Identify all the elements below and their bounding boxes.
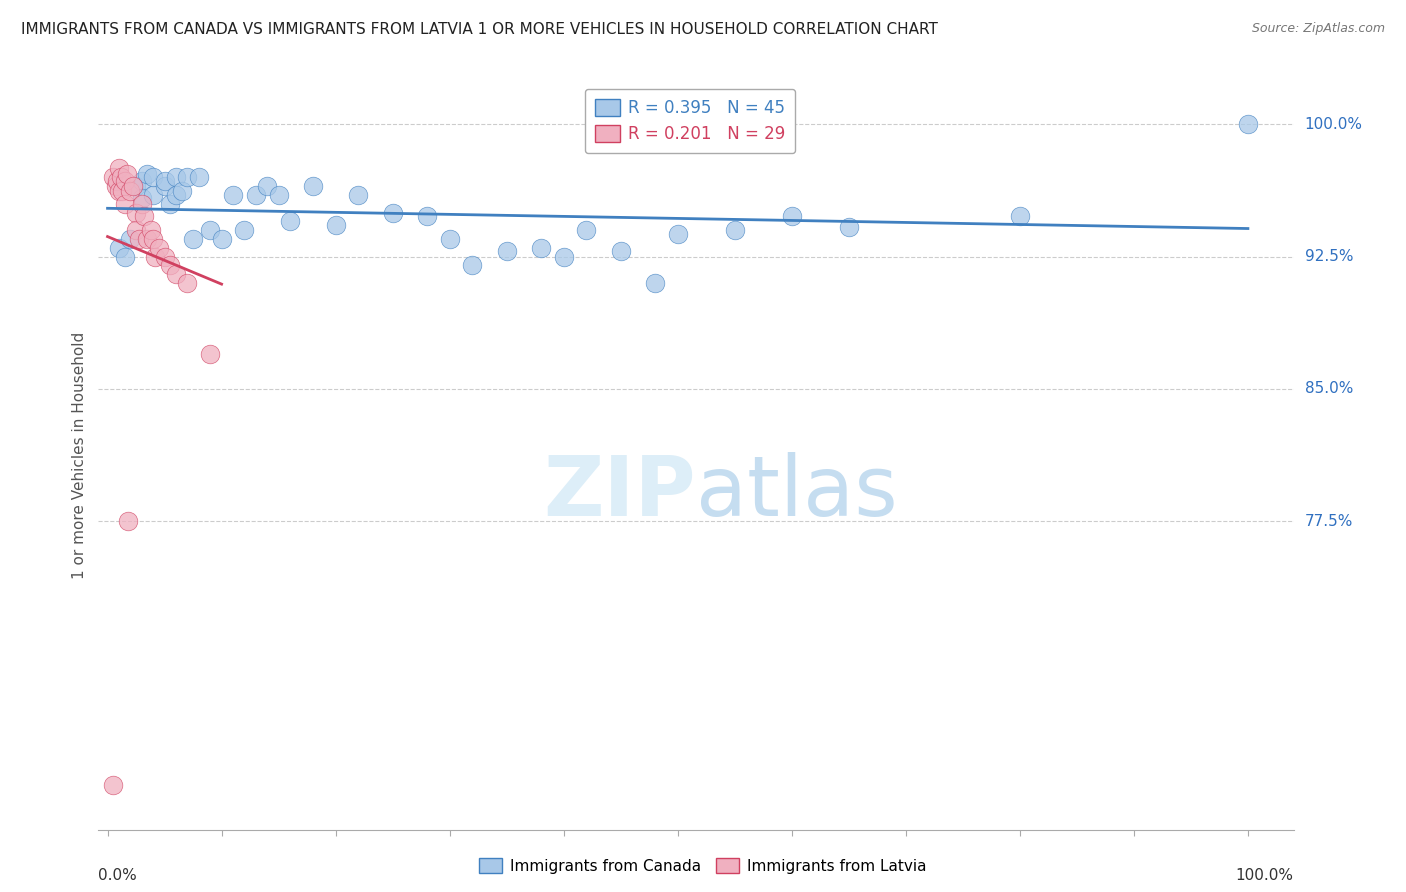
Point: [105, 174, 128, 188]
Point: [111, 185, 134, 199]
Point: [1237, 117, 1260, 131]
Point: [159, 196, 181, 211]
Point: [131, 191, 153, 205]
Point: [108, 161, 131, 176]
Point: [136, 167, 159, 181]
Point: [145, 250, 167, 264]
Point: [125, 179, 148, 194]
Point: [103, 779, 125, 793]
Point: [114, 250, 136, 264]
Point: [301, 179, 323, 194]
Text: IMMIGRANTS FROM CANADA VS IMMIGRANTS FROM LATVIA 1 OR MORE VEHICLES IN HOUSEHOLD: IMMIGRANTS FROM CANADA VS IMMIGRANTS FRO…: [21, 22, 938, 37]
Text: 77.5%: 77.5%: [1305, 514, 1353, 529]
Point: [256, 179, 278, 194]
Point: [108, 241, 131, 255]
Point: [170, 185, 193, 199]
Point: [104, 179, 127, 194]
Point: [267, 187, 290, 202]
Point: [181, 232, 204, 246]
Point: [278, 214, 301, 228]
Point: [838, 219, 860, 234]
Point: [780, 209, 803, 223]
Point: [153, 179, 176, 194]
Point: [153, 250, 176, 264]
Point: [142, 232, 165, 246]
Point: [439, 232, 461, 246]
Text: 100.0%: 100.0%: [1236, 869, 1294, 883]
Point: [245, 187, 267, 202]
Text: 85.0%: 85.0%: [1305, 381, 1353, 396]
Point: [381, 205, 404, 219]
Point: [103, 170, 125, 185]
Text: 92.5%: 92.5%: [1305, 249, 1353, 264]
Point: [142, 187, 165, 202]
Point: [121, 179, 143, 194]
Point: [347, 187, 370, 202]
Point: [165, 170, 187, 185]
Point: [108, 185, 131, 199]
Point: [187, 170, 209, 185]
Point: [153, 174, 176, 188]
Point: [117, 514, 139, 528]
Point: [114, 196, 136, 211]
Point: [139, 223, 162, 237]
Point: [114, 174, 136, 188]
Point: [148, 241, 170, 255]
Point: [1008, 209, 1031, 223]
Point: [120, 232, 142, 246]
Point: [530, 241, 553, 255]
Point: [609, 244, 631, 259]
Point: [644, 276, 666, 290]
Text: Source: ZipAtlas.com: Source: ZipAtlas.com: [1251, 22, 1385, 36]
Point: [165, 187, 187, 202]
Point: [125, 223, 148, 237]
Point: [724, 223, 747, 237]
Point: [110, 170, 132, 185]
Point: [176, 170, 198, 185]
Y-axis label: 1 or more Vehicles in Household: 1 or more Vehicles in Household: [72, 331, 87, 579]
Point: [120, 185, 142, 199]
Text: 0.0%: 0.0%: [98, 869, 138, 883]
Point: [495, 244, 517, 259]
Point: [128, 232, 150, 246]
Text: atlas: atlas: [696, 452, 897, 533]
Point: [416, 209, 439, 223]
Point: [131, 196, 153, 211]
Point: [131, 174, 153, 188]
Point: [198, 223, 221, 237]
Point: [142, 170, 165, 185]
Point: [325, 218, 347, 232]
Text: 100.0%: 100.0%: [1305, 117, 1362, 132]
Point: [222, 187, 245, 202]
Point: [211, 232, 233, 246]
Point: [115, 167, 138, 181]
Legend: Immigrants from Canada, Immigrants from Latvia: Immigrants from Canada, Immigrants from …: [474, 852, 932, 880]
Point: [575, 223, 598, 237]
Point: [198, 346, 221, 360]
Legend: R = 0.395   N = 45, R = 0.201   N = 29: R = 0.395 N = 45, R = 0.201 N = 29: [585, 88, 796, 153]
Point: [136, 232, 159, 246]
Point: [176, 276, 198, 290]
Point: [553, 250, 575, 264]
Point: [132, 209, 155, 223]
Text: ZIP: ZIP: [544, 452, 696, 533]
Point: [165, 267, 187, 281]
Point: [666, 227, 689, 241]
Point: [125, 205, 148, 219]
Point: [461, 259, 484, 273]
Point: [233, 223, 256, 237]
Point: [159, 259, 181, 273]
